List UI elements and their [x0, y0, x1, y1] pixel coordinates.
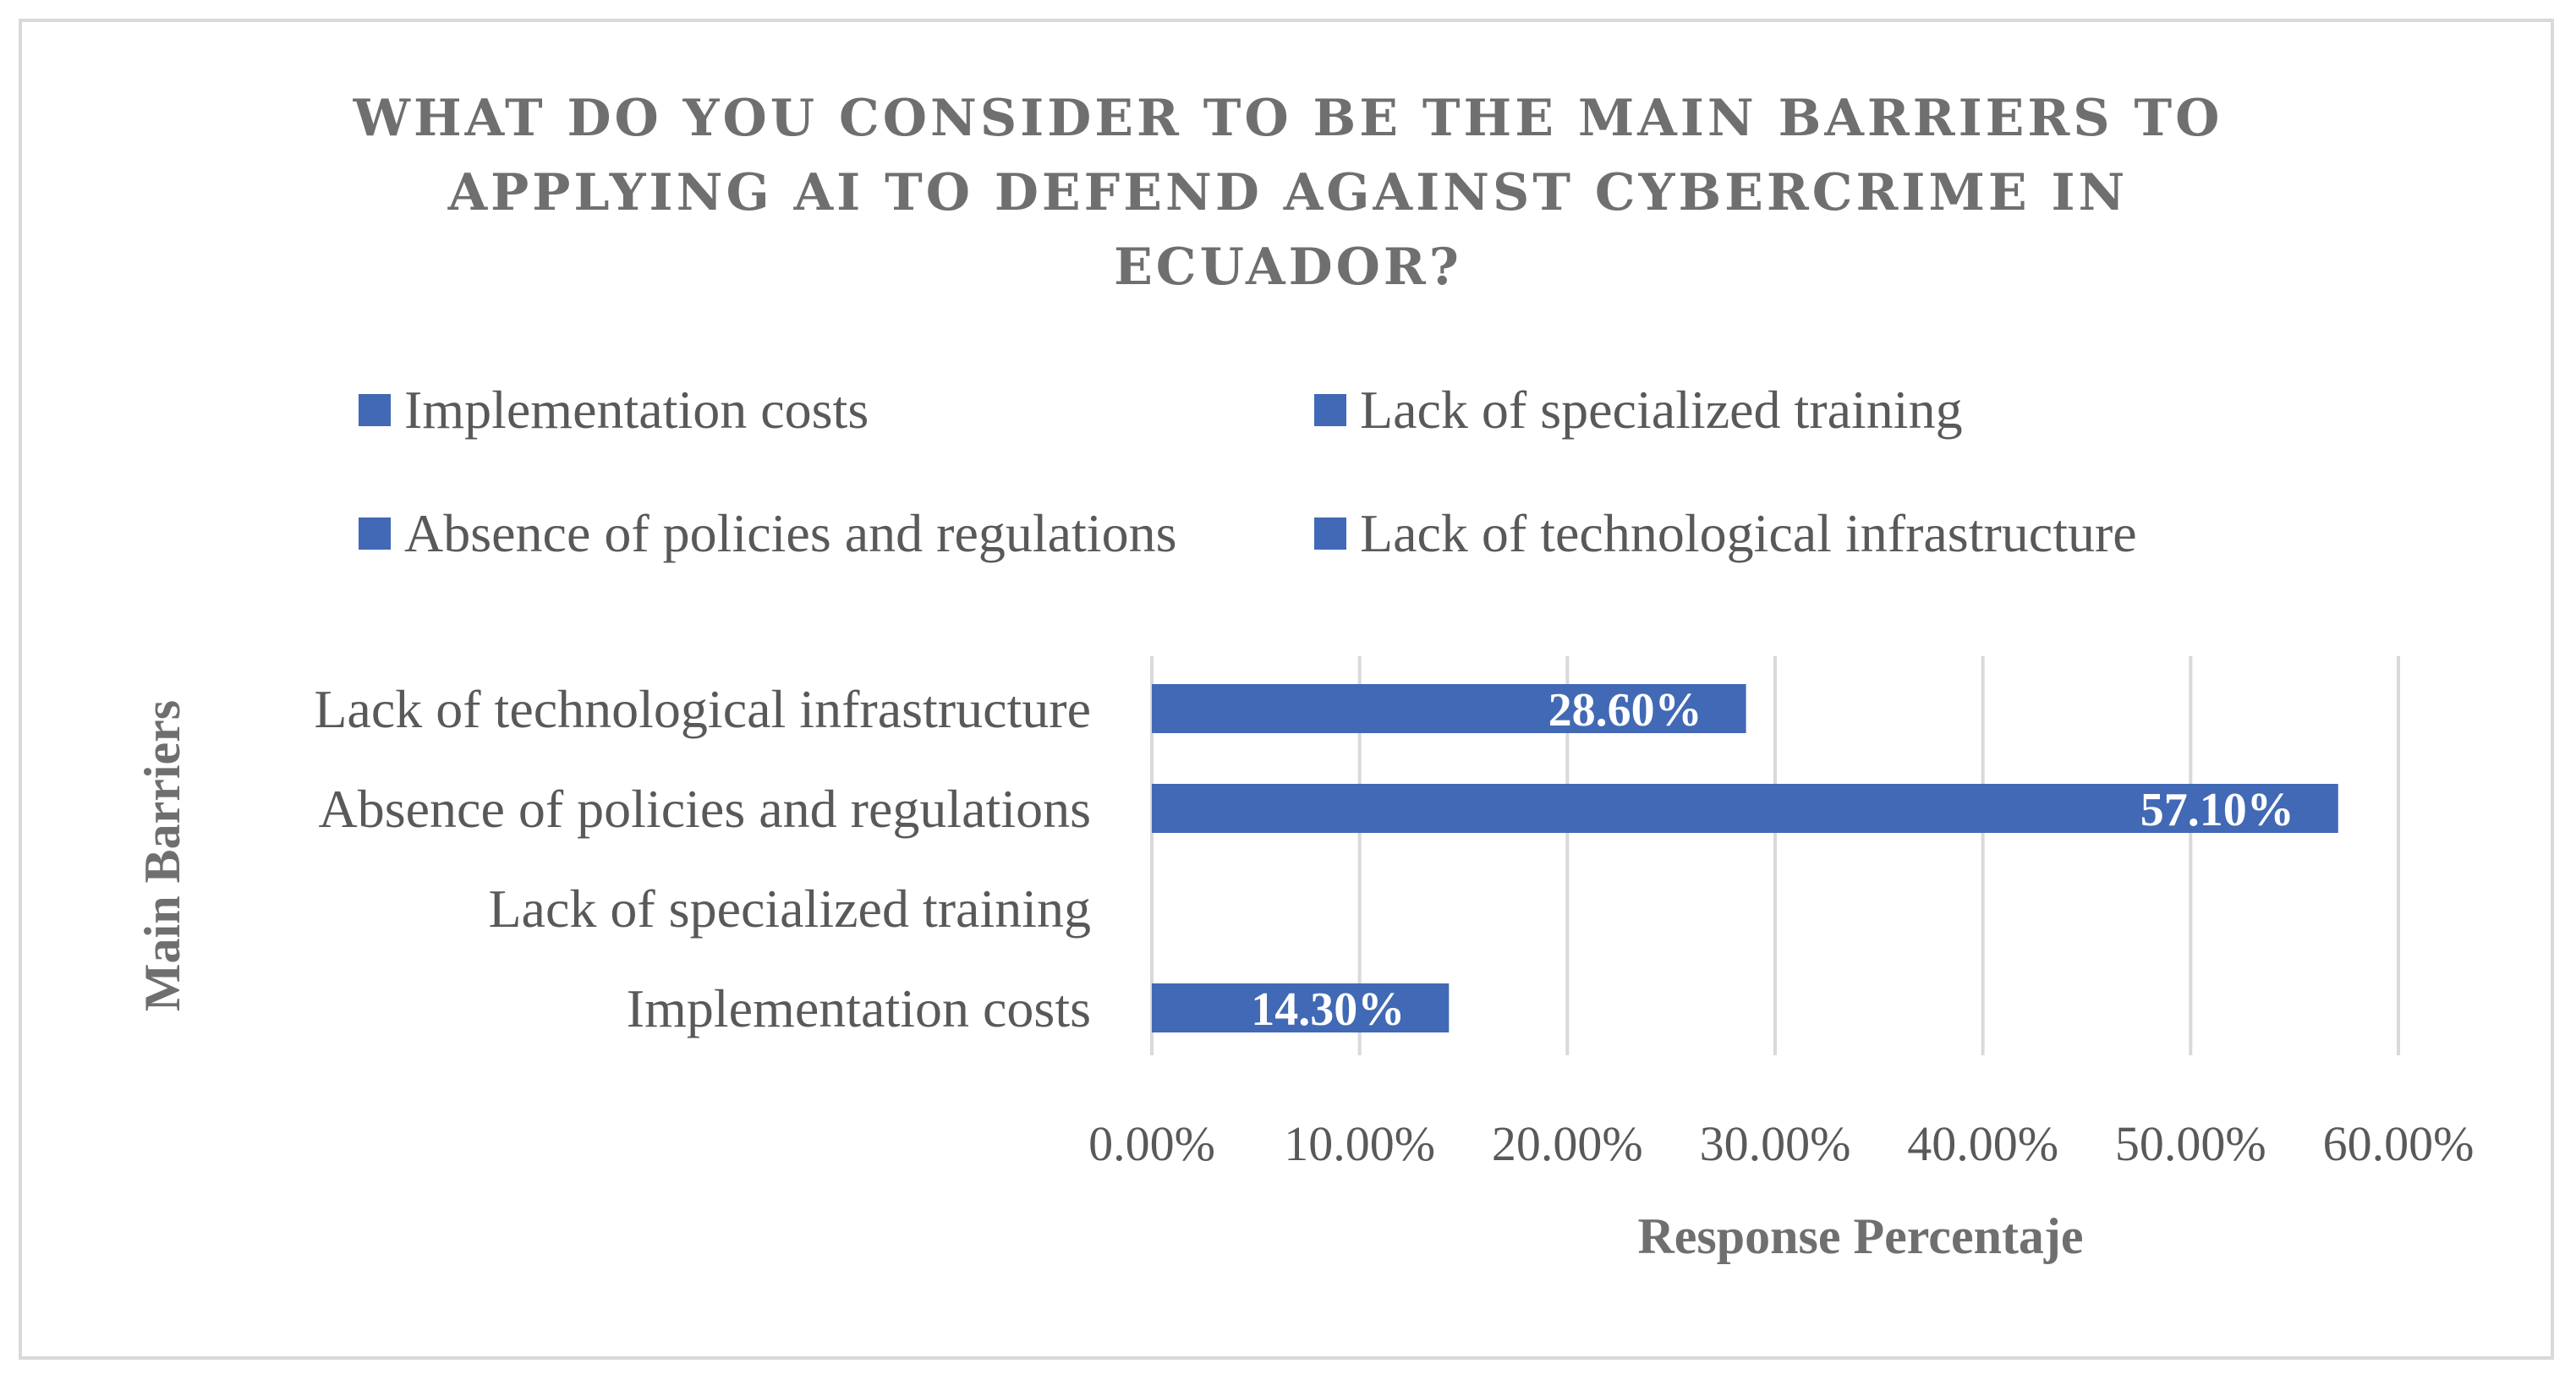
- x-tick-labels: 0.00% 10.00% 20.00% 30.00% 40.00% 50.00% 60.00…: [1088, 1116, 2474, 1171]
- legend-swatch-absence-of-policies: [359, 518, 391, 550]
- bars: 14.30% 57.10% 28.60%: [1152, 684, 2338, 1036]
- bar-lack-of-technological-infrastructure: [1152, 684, 1746, 733]
- chart-title: WHAT DO YOU CONSIDER TO BE THE MAIN BARR…: [353, 89, 2223, 297]
- data-label-implementation-costs: 14.30%: [1251, 983, 1405, 1036]
- chart-title-line-1: WHAT DO YOU CONSIDER TO BE THE MAIN BARR…: [353, 89, 2223, 148]
- category-label-implementation-costs: Implementation costs: [627, 978, 1091, 1038]
- x-tick-label-40: 40.00%: [1907, 1116, 2058, 1171]
- category-label-lack-of-specialized-training: Lack of specialized training: [488, 879, 1091, 939]
- data-label-lack-of-technological-infrastructure: 28.60%: [1548, 684, 1702, 737]
- x-tick-label-0: 0.00%: [1088, 1116, 1215, 1171]
- legend-swatch-lack-of-infrastructure: [1314, 518, 1346, 550]
- category-label-lack-of-technological-infrastructure: Lack of technological infrastructure: [314, 679, 1091, 739]
- x-tick-label-30: 30.00%: [1700, 1116, 1851, 1171]
- x-tick-label-20: 20.00%: [1492, 1116, 1643, 1171]
- y-axis-title: Main Barriers: [134, 700, 190, 1011]
- category-labels: Implementation costs Lack of specialized …: [314, 679, 1091, 1038]
- chart-legend: Implementation costs Lack of specialized…: [359, 380, 2137, 563]
- category-label-absence-of-policies-and-regulations: Absence of policies and regulations: [319, 779, 1092, 839]
- legend-swatch-implementation-costs: [359, 394, 391, 426]
- legend-label-lack-of-specialized-training: Lack of specialized training: [1360, 380, 1963, 440]
- bar-implementation-costs: [1152, 983, 1450, 1032]
- data-label-absence-of-policies-and-regulations: 57.10%: [2140, 784, 2294, 836]
- legend-swatch-lack-of-specialized-training: [1314, 394, 1346, 426]
- chart-title-line-3: ECUADOR?: [1114, 238, 1462, 297]
- x-tick-label-50: 50.00%: [2115, 1116, 2266, 1171]
- legend-label-absence-of-policies: Absence of policies and regulations: [404, 503, 1177, 563]
- x-tick-label-60: 60.00%: [2323, 1116, 2475, 1171]
- legend-label-implementation-costs: Implementation costs: [404, 380, 869, 440]
- x-axis-title: Response Percentaje: [1637, 1208, 2083, 1264]
- chart-title-line-2: APPLYING AI TO DEFEND AGAINST CYBERCRIME…: [447, 163, 2129, 222]
- x-tick-label-10: 10.00%: [1284, 1116, 1435, 1171]
- bar-absence-of-policies-and-regulations: [1152, 784, 2338, 833]
- legend-label-lack-of-infrastructure: Lack of technological infrastructure: [1360, 503, 2137, 563]
